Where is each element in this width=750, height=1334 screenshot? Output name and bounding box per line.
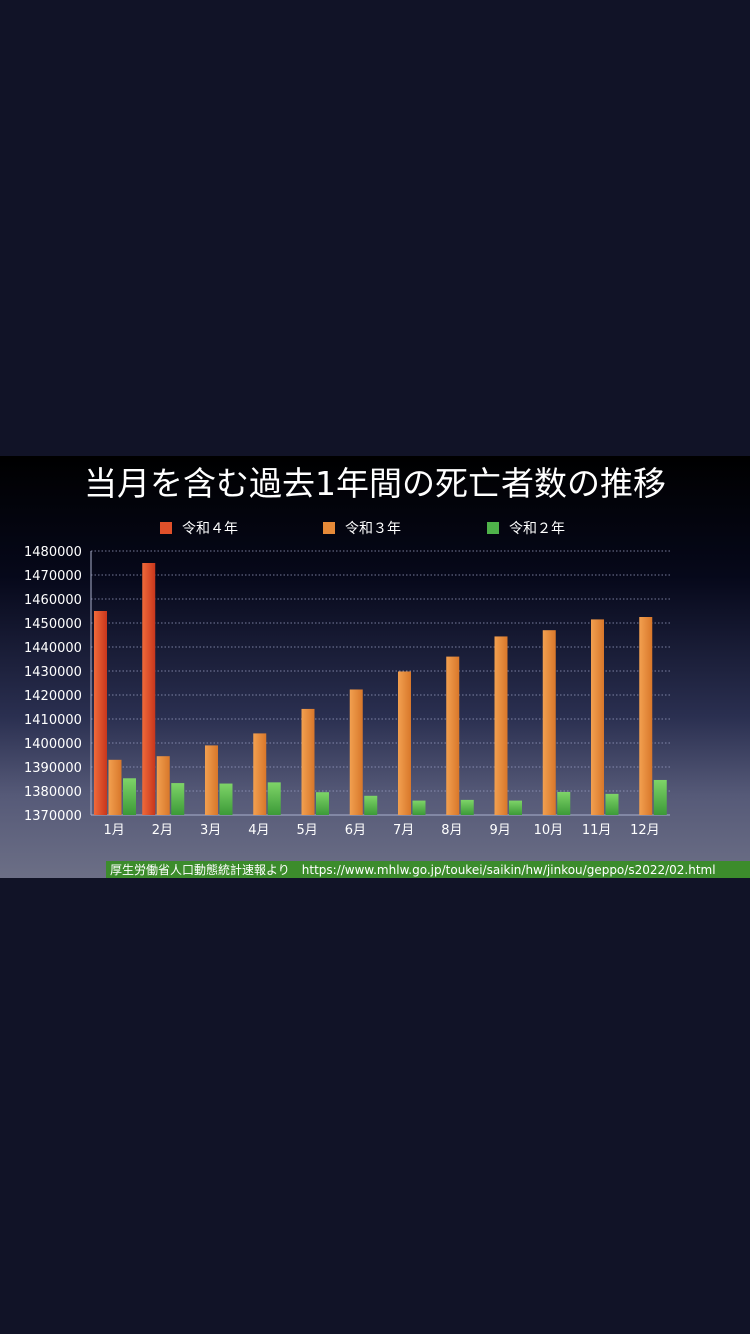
bar-series-3 (316, 792, 329, 815)
x-tick-label: 9月 (489, 823, 510, 838)
y-tick-label: 1410000 (24, 713, 82, 728)
x-tick-label: 4月 (248, 823, 269, 838)
y-tick-label: 1430000 (24, 665, 82, 680)
bar-series-3 (219, 783, 233, 815)
bar-series-2 (349, 689, 363, 815)
y-tick-label: 1380000 (24, 785, 82, 800)
legend-swatch-series-1 (160, 522, 172, 534)
bar-series-1 (142, 563, 156, 815)
bar-series-2 (446, 656, 460, 815)
bar-series-2 (253, 733, 267, 815)
x-tick-label: 10月 (534, 823, 564, 838)
legend-swatch-series-3 (487, 522, 499, 534)
y-tick-label: 1440000 (24, 641, 82, 656)
bar-series-2 (205, 745, 218, 815)
source-caption: 厚生労働省人口動態統計速報より https://www.mhlw.go.jp/to… (106, 861, 750, 878)
bar-series-3 (653, 779, 667, 815)
bar-series-1 (94, 611, 107, 815)
bar-series-2 (542, 630, 556, 815)
legend-item-series-1: 令和４年 (160, 518, 238, 538)
x-tick-label: 8月 (441, 823, 462, 838)
bar-chart: 1370000 1380000 1390000 1400000 1410000 14200… (24, 545, 670, 838)
bar-series-3 (412, 800, 426, 815)
x-tick-label: 12月 (630, 823, 660, 838)
legend-item-series-2: 令和３年 (323, 518, 401, 538)
y-tick-label: 1470000 (24, 569, 82, 584)
bar-series-2 (301, 708, 315, 815)
legend-label-series-2: 令和３年 (345, 521, 401, 537)
y-tick-label: 1450000 (24, 617, 82, 632)
y-tick-label: 1460000 (24, 593, 82, 608)
y-tick-label: 1390000 (24, 761, 82, 776)
chart-title: 当月を含む過去1年間の死亡者数の推移 (84, 464, 666, 503)
bar-series-2 (639, 617, 653, 815)
source-url: https://www.mhlw.go.jp/toukei/saikin/hw/… (301, 863, 716, 877)
bar-series-3 (123, 778, 136, 815)
bar-series-2 (591, 619, 604, 815)
bar-series-3 (605, 793, 619, 815)
bar-series-3 (171, 783, 185, 815)
x-tick-label: 3月 (200, 823, 221, 838)
x-tick-label: 2月 (152, 823, 173, 838)
x-tick-label: 1月 (103, 823, 124, 838)
legend-item-series-3: 令和２年 (487, 518, 565, 538)
source-label: 厚生労働省人口動態統計速報より (110, 863, 290, 877)
y-tick-label: 1480000 (24, 545, 82, 560)
x-tick-label: 5月 (296, 823, 317, 838)
legend-label-series-3: 令和２年 (509, 521, 565, 537)
legend-swatch-series-2 (323, 522, 335, 534)
bar-series-3 (460, 799, 474, 815)
x-tick-label: 6月 (345, 823, 366, 838)
bar-series-3 (557, 791, 571, 815)
bar-series-2 (398, 671, 411, 815)
x-tick-label: 11月 (582, 823, 612, 838)
chart-slide: 当月を含む過去1年間の死亡者数の推移 令和４年 令和３年 令和２年 137000… (0, 456, 750, 878)
legend-label-series-1: 令和４年 (182, 521, 238, 537)
bar-series-2 (108, 759, 122, 815)
bar-series-3 (509, 800, 522, 815)
bar-series-3 (267, 782, 281, 815)
x-tick-label: 7月 (393, 823, 414, 838)
bar-series-2 (156, 756, 170, 815)
y-tick-label: 1400000 (24, 737, 82, 752)
bar-series-2 (494, 636, 508, 815)
bar-series-3 (364, 795, 378, 815)
y-tick-label: 1420000 (24, 689, 82, 704)
y-tick-label: 1370000 (24, 809, 82, 824)
